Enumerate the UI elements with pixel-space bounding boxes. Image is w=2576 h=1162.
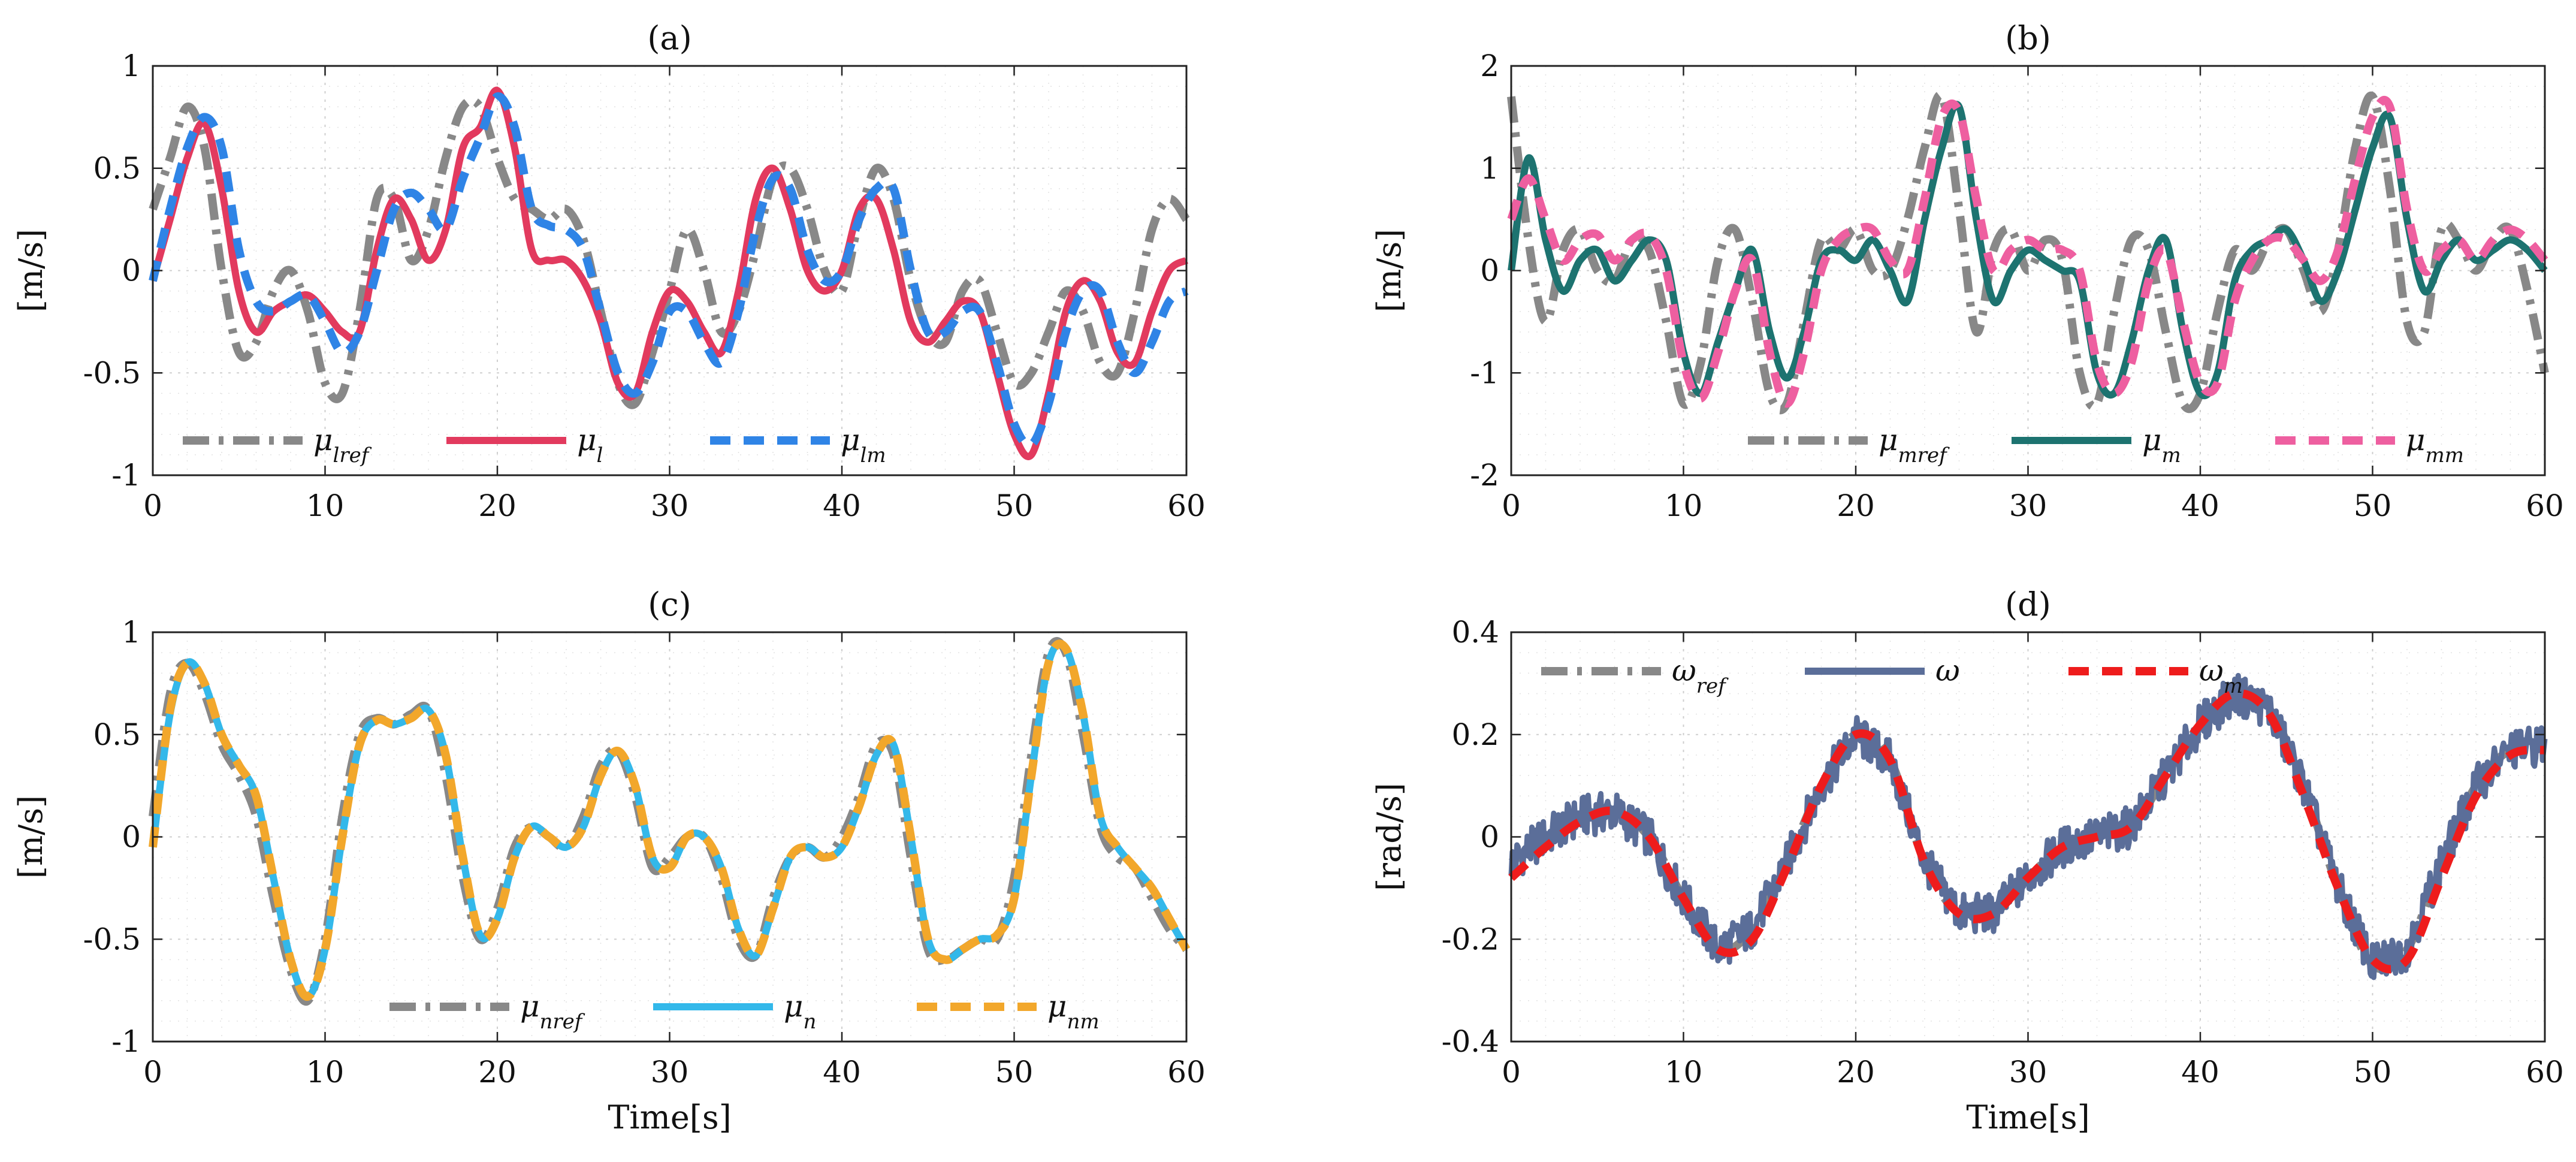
legend-label: ωref (1672, 653, 1729, 698)
plot-area (153, 66, 1186, 475)
y-tick-label: 0.4 (1451, 615, 1499, 650)
series-line-μmm (1507, 95, 2548, 408)
x-tick-label: 50 (995, 488, 1034, 523)
x-tick-label: 10 (306, 1055, 345, 1089)
x-tick-label: 40 (823, 1055, 861, 1089)
legend-label: μn (784, 989, 816, 1034)
y-tick-label: 0.5 (93, 717, 141, 752)
y-tick-label: 0.2 (1451, 717, 1499, 752)
x-tick-label: 0 (1502, 488, 1521, 523)
y-tick-label: 0 (1480, 820, 1499, 855)
legend-label: μnm (1047, 989, 1100, 1034)
legend-label: μnref (520, 989, 585, 1034)
y-tick-label: -1 (1470, 355, 1499, 390)
y-tick-label: 0 (122, 253, 141, 288)
y-axis-label: [m/s] (12, 229, 50, 312)
chart-title: (c) (648, 585, 691, 623)
x-tick-label: 30 (2009, 488, 2047, 523)
legend-label: μmref (1879, 422, 1950, 467)
x-tick-label: 60 (2526, 1055, 2564, 1089)
legend: ωref ω ωm (1541, 653, 2243, 698)
y-tick-label: -0.5 (83, 922, 141, 956)
legend-label: μlref (313, 422, 372, 467)
x-tick-label: 20 (478, 488, 517, 523)
chart-title: (a) (647, 19, 691, 57)
series-line-μlm (149, 92, 1189, 449)
x-tick-label: 60 (1167, 488, 1206, 523)
x-tick-label: 20 (478, 1055, 517, 1089)
x-tick-label: 0 (143, 488, 162, 523)
legend: μlref μl μlm (183, 422, 886, 467)
y-tick-label: 2 (1480, 49, 1499, 83)
chart-panel-d: 0 10 20 30 40 50 60 -0.4 -0.2 0 0.2 0.4 (d) [rad/s] Ti… (1370, 585, 2564, 1136)
chart-title: (b) (2005, 19, 2051, 57)
x-tick-label: 30 (651, 1055, 689, 1089)
x-tick-label: 0 (143, 1055, 162, 1089)
series-line-ωm (1508, 689, 2546, 974)
plot-area (1511, 632, 2545, 1042)
y-tick-label: 1 (122, 615, 141, 650)
y-tick-label: -0.4 (1442, 1024, 1499, 1059)
x-tick-label: 10 (1665, 488, 1703, 523)
y-tick-label: -1 (111, 1024, 141, 1059)
x-axis-label: Time[s] (608, 1098, 731, 1136)
x-tick-label: 50 (2354, 488, 2392, 523)
x-tick-label: 10 (1665, 1055, 1703, 1089)
y-tick-label: -1 (111, 458, 141, 493)
x-tick-label: 10 (306, 488, 345, 523)
x-tick-label: 60 (1167, 1055, 1206, 1089)
x-tick-label: 50 (995, 1055, 1034, 1089)
x-axis-label: Time[s] (1966, 1098, 2089, 1136)
x-tick-label: 20 (1837, 1055, 1875, 1089)
legend: μnref μn μnm (389, 989, 1100, 1034)
plot-area (153, 632, 1186, 1042)
x-tick-label: 30 (2009, 1055, 2047, 1089)
y-axis-label: [rad/s] (1370, 783, 1408, 891)
chart-panel-a: 0 10 20 30 40 50 60-1-0.500.51(a)[m/s]μlref μl μ… (12, 19, 1206, 523)
chart-panel-b: 0 10 20 30 40 50 60 -2 -1 0 1 2 (b) [m/s] μmref μm μmm (1370, 19, 2564, 523)
y-tick-label: 0 (122, 820, 141, 855)
series-line-μmref (1507, 90, 2549, 415)
y-tick-label: -0.5 (83, 355, 141, 390)
y-tick-label: 0 (1480, 253, 1499, 288)
chart-panel-c: 0 10 20 30 40 50 60 -1 -0.5 0 0.5 1 (c) [m/s] Time[s] μ… (12, 585, 1206, 1136)
series-line-μlref (149, 96, 1190, 409)
y-tick-label: 1 (122, 49, 141, 83)
x-tick-label: 40 (823, 488, 861, 523)
x-tick-label: 40 (2181, 488, 2219, 523)
legend-label: μm (2142, 422, 2181, 467)
x-tick-label: 50 (2354, 1055, 2392, 1089)
series-line-μnm (149, 639, 1191, 1001)
y-axis-label: [m/s] (12, 795, 50, 879)
legend: μmref μm μmm (1748, 422, 2464, 467)
legend-label: ωm (2199, 653, 2243, 698)
y-tick-label: 1 (1480, 151, 1499, 186)
x-tick-label: 40 (2181, 1055, 2219, 1089)
x-tick-label: 30 (651, 488, 689, 523)
legend-label: μlm (841, 422, 886, 467)
y-tick-label: -0.2 (1442, 922, 1499, 956)
x-tick-label: 60 (2526, 488, 2564, 523)
y-axis-label: [m/s] (1370, 229, 1408, 312)
x-tick-label: 0 (1502, 1055, 1521, 1089)
chart-title: (d) (2005, 585, 2051, 623)
legend-label: ω (1935, 653, 1960, 688)
x-tick-label: 20 (1837, 488, 1875, 523)
y-tick-label: 0.5 (93, 151, 141, 186)
legend-label: μmm (2406, 422, 2464, 467)
y-tick-label: -2 (1470, 458, 1499, 493)
legend-label: μl (577, 422, 603, 467)
